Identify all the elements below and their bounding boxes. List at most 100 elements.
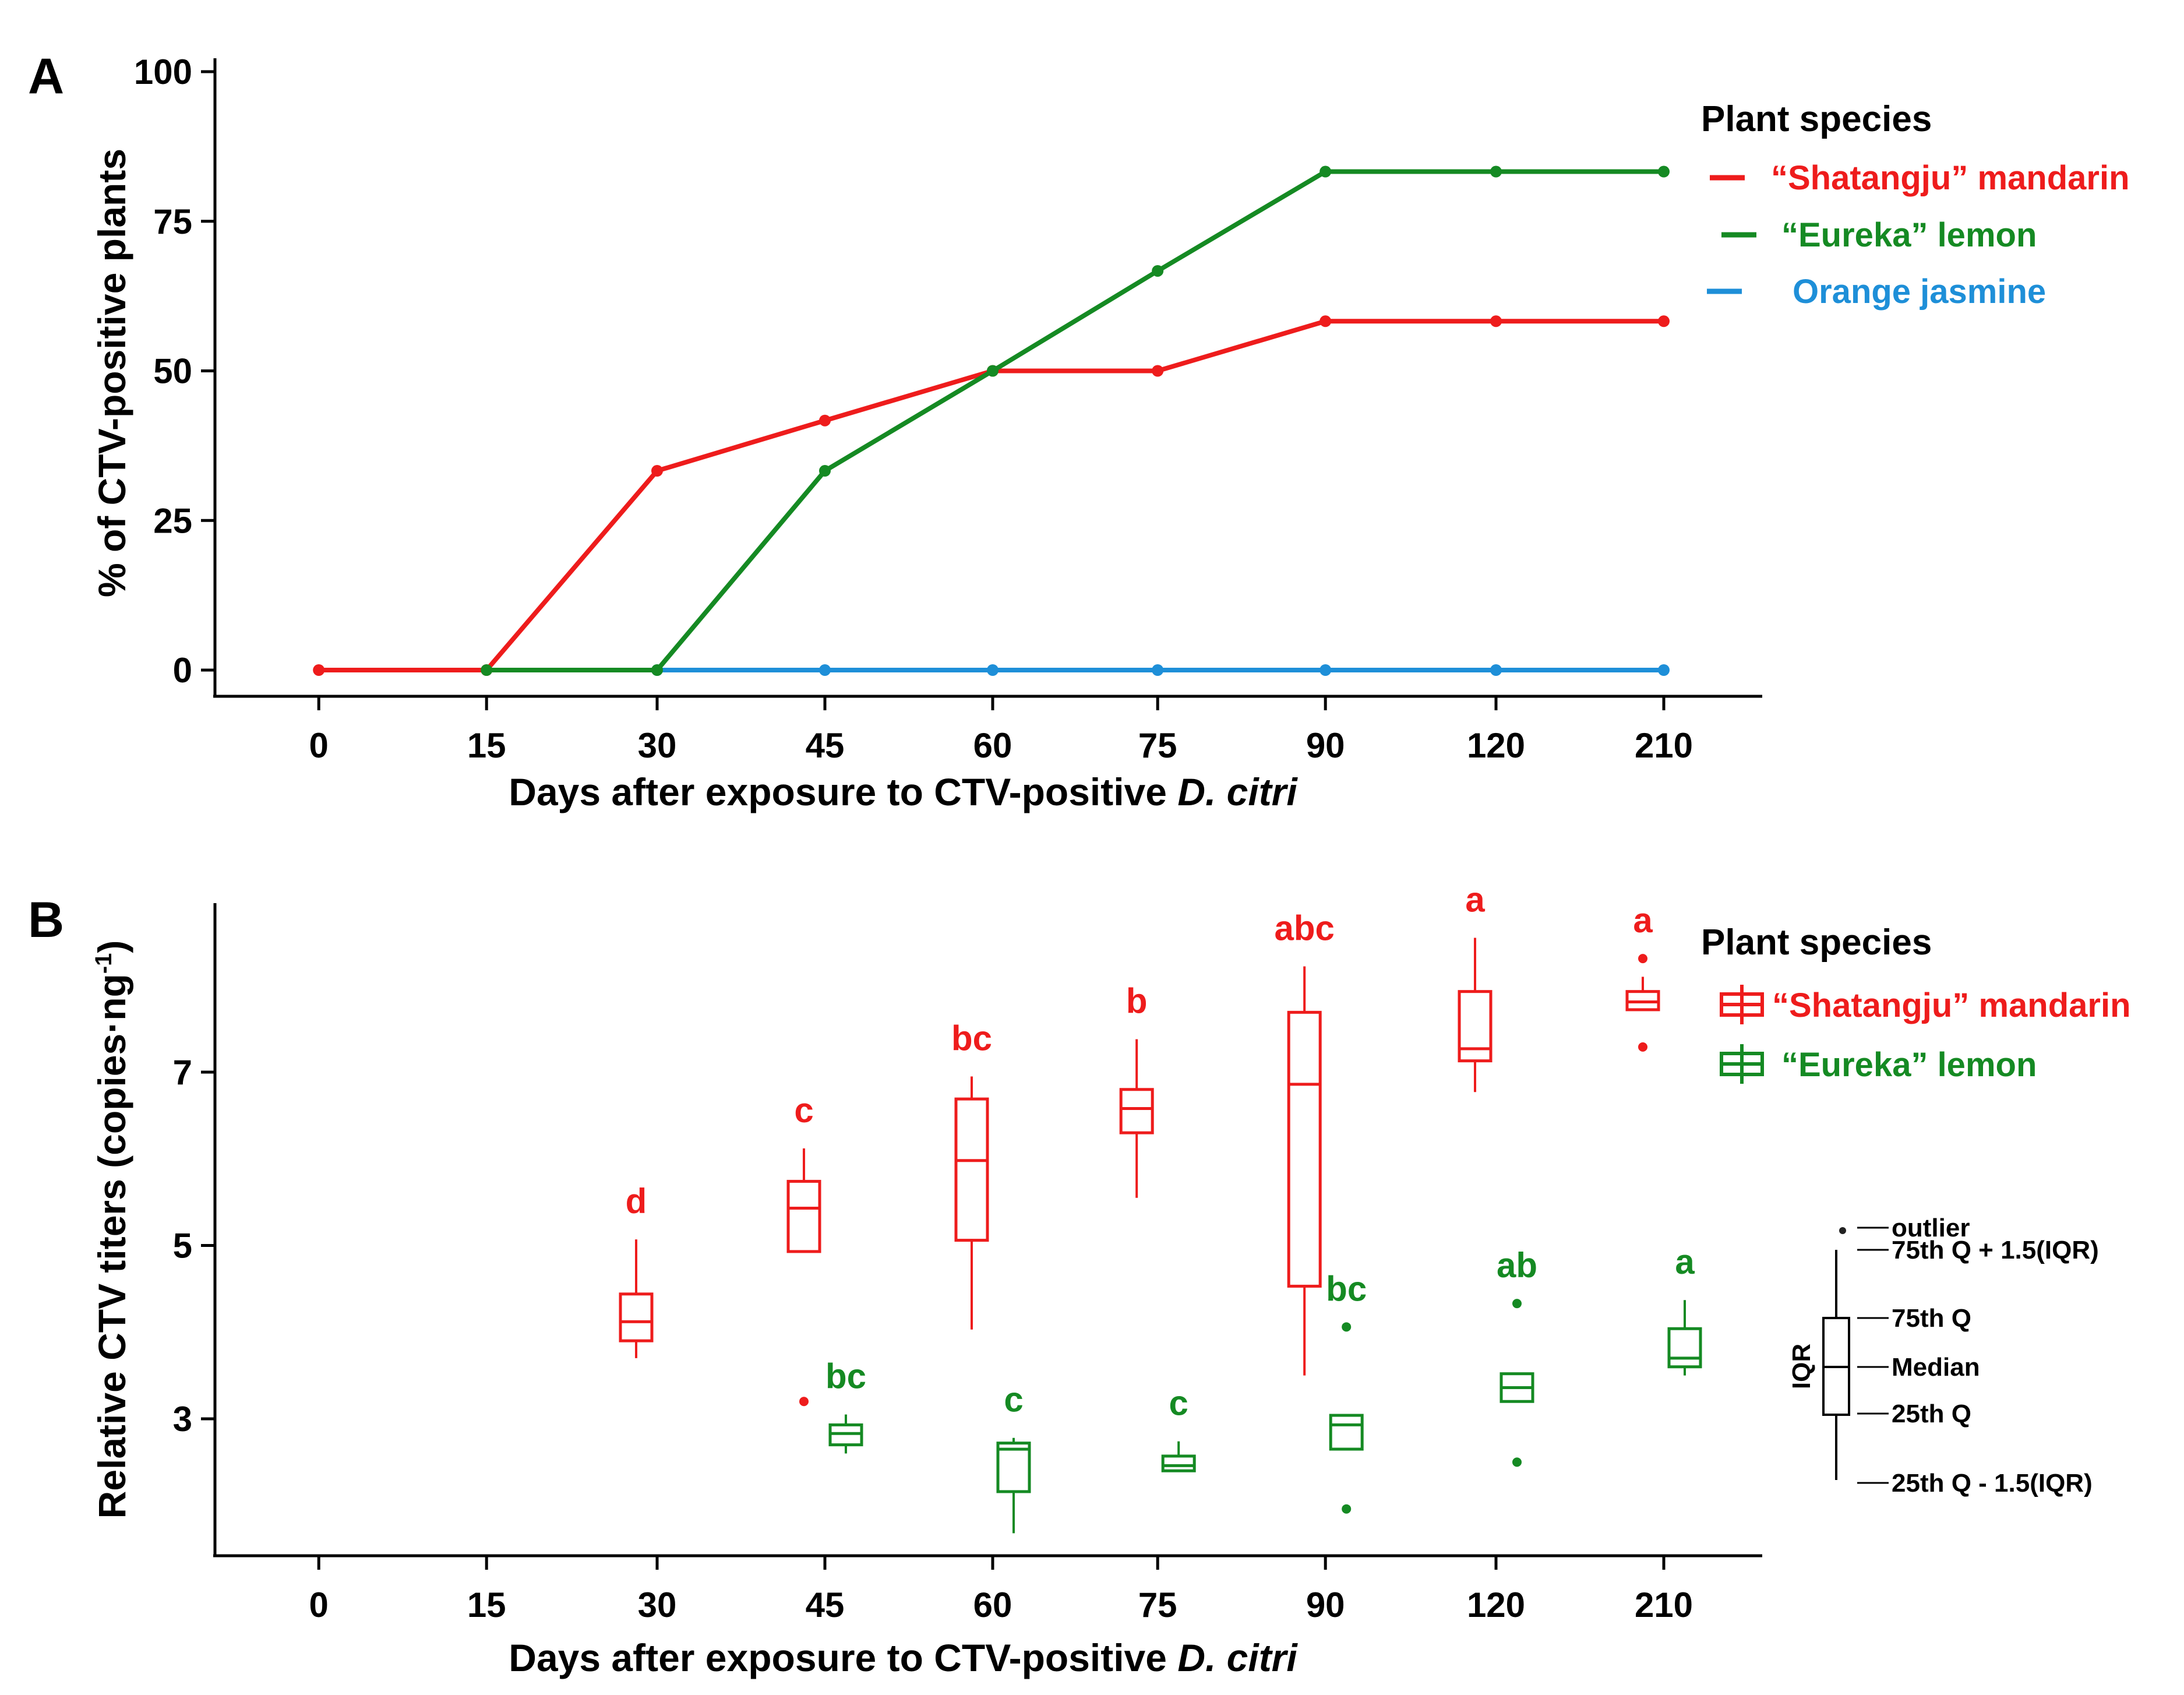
series-point-lemon: [987, 365, 998, 377]
panel-b-x-tick-label: 90: [1306, 1585, 1345, 1624]
panel-b-x-tick-label: 30: [638, 1585, 677, 1624]
series-point-jasmine: [1490, 664, 1502, 676]
panel-b-x-tick-label: 45: [806, 1585, 845, 1624]
lemon-box-significance-letter: ab: [1497, 1246, 1537, 1285]
panel-a-y-ticks: 0 25 50 75 100: [134, 52, 215, 690]
series-point-lemon: [651, 664, 663, 676]
series-point-lemon: [1319, 165, 1332, 178]
mandarin-box-significance-letter: abc: [1275, 909, 1335, 948]
lemon-box-outlier: [1512, 1299, 1522, 1309]
lemon-box-iqr: [1161, 1454, 1196, 1472]
series-point-lemon: [1658, 165, 1670, 178]
panel-a-y-tick-label: 50: [153, 352, 192, 391]
mandarin-box-iqr: [1458, 990, 1493, 1063]
panel-a-y-tick-label: 75: [153, 202, 192, 241]
panel-b-x-axis-title: Days after exposure to CTV-positive D. c…: [509, 1636, 1298, 1679]
lemon-box-significance-letter: a: [1675, 1242, 1695, 1281]
key-label-lower: 25th Q - 1.5(IQR): [1892, 1469, 2093, 1497]
panel-a-x-tick-label: 15: [467, 726, 506, 765]
panel-a-x-tick-label: 60: [973, 726, 1012, 765]
panel-b-x-axis-title-species: D. citri: [1177, 1636, 1298, 1679]
panel-b-y-ticks: 3 5 7: [173, 1053, 215, 1439]
series-point-jasmine: [1319, 664, 1332, 676]
lemon-box-significance-letter: bc: [825, 1357, 866, 1396]
panel-b-y-axis-title-end: ): [90, 940, 133, 953]
key-label-upper: 75th Q + 1.5(IQR): [1892, 1236, 2099, 1264]
panel-b-legend-title: Plant species: [1701, 922, 1932, 963]
mandarin-box-significance-letter: a: [1633, 901, 1653, 940]
lemon-box-significance-letter: c: [1004, 1380, 1023, 1419]
mandarin-box-significance-letter: c: [794, 1091, 813, 1130]
panel-a-x-tick-label: 75: [1138, 726, 1177, 765]
mandarin-box-iqr: [954, 1097, 989, 1242]
series-point-jasmine: [1152, 664, 1164, 676]
lemon-box-iqr: [1667, 1327, 1702, 1369]
lemon-box-outlier: [1342, 1504, 1352, 1514]
panel-a-x-tick-label: 120: [1467, 726, 1525, 765]
legend-b-lemon-label: “Eureka” lemon: [1781, 1046, 2037, 1084]
legend-a-lemon-label: “Eureka” lemon: [1781, 216, 2037, 254]
panel-a-y-axis-title: % of CTV-positive plants: [90, 149, 133, 597]
panel-a-legend-title: Plant species: [1701, 99, 1932, 139]
panel-b-x-tick-label: 75: [1138, 1585, 1177, 1624]
mandarin-box-iqr: [619, 1292, 654, 1342]
panel-a-x-ticks: 0 15 30 45 60 75 90 120 210: [309, 696, 1693, 765]
key-label-outlier: outlier: [1892, 1214, 1970, 1242]
box-plot-key: IQR outlier 75th Q + 1.5(IQR) 75th Q Med…: [1787, 1214, 2099, 1497]
series-point-mandarin: [819, 414, 831, 427]
panel-b-label: B: [28, 892, 64, 948]
legend-a-jasmine-label: Orange jasmine: [1793, 273, 2046, 311]
series-point-mandarin: [1319, 315, 1332, 327]
mandarin-box-outlier: [799, 1397, 809, 1407]
panel-b-x-tick-label: 210: [1635, 1585, 1693, 1624]
mandarin-box-iqr: [1119, 1088, 1154, 1134]
series-point-mandarin: [313, 664, 325, 676]
mandarin-box-iqr: [786, 1179, 821, 1253]
panel-a-y-tick-label: 25: [153, 501, 192, 540]
panel-a-legend: Plant species “Shatangju” mandarin “Eure…: [1701, 99, 2130, 311]
panel-a-y-tick-label: 100: [134, 52, 192, 91]
legend-a-mandarin-label: “Shatangju” mandarin: [1771, 159, 2130, 197]
legend-b-mandarin-label: “Shatangju” mandarin: [1772, 986, 2131, 1024]
legend-b-lemon-swatch: [1720, 1044, 1764, 1084]
panel-b-x-tick-label: 0: [309, 1585, 329, 1624]
panel-b-y-tick-label: 7: [173, 1053, 192, 1092]
panel-b-x-tick-label: 120: [1467, 1585, 1525, 1624]
series-point-mandarin: [1490, 315, 1502, 327]
panel-b-x-axis-title-main: Days after exposure to CTV-positive: [509, 1636, 1177, 1679]
series-point-lemon: [481, 664, 493, 676]
panel-b-y-tick-label: 3: [173, 1400, 192, 1439]
series-point-mandarin: [1658, 315, 1670, 327]
mandarin-box-significance-letter: b: [1126, 981, 1148, 1020]
mandarin-box-significance-letter: bc: [951, 1019, 992, 1058]
panel-b-y-axis-title-sup: -1: [91, 953, 117, 974]
panel-b-x-tick-label: 60: [973, 1585, 1012, 1624]
panel-b-y-axis-title: Relative CTV titers (copies·ng-1): [90, 940, 133, 1519]
panel-a-label: A: [28, 48, 64, 104]
key-iqr-label: IQR: [1787, 1344, 1816, 1389]
panel-a-series: [313, 165, 1670, 676]
panel-a-x-axis-title: Days after exposure to CTV-positive D. c…: [509, 770, 1298, 813]
panel-a-x-tick-label: 90: [1306, 726, 1345, 765]
panel-a-x-tick-label: 210: [1635, 726, 1693, 765]
panel-a-x-tick-label: 30: [638, 726, 677, 765]
key-label-median: Median: [1892, 1353, 1980, 1382]
panel-b-y-axis-title-main: Relative CTV titers (copies·ng: [90, 974, 133, 1518]
panel-b-legend: Plant species “Shatangju” mandarin “Eure…: [1701, 922, 2131, 1084]
mandarin-box-outlier: [1638, 954, 1647, 964]
panel-a-y-tick-label: 0: [173, 651, 192, 690]
mandarin-box-significance-letter: d: [626, 1182, 647, 1221]
panel-a-x-tick-label: 0: [309, 726, 329, 765]
series-point-jasmine: [987, 664, 998, 676]
panel-b-y-tick-label: 5: [173, 1227, 192, 1266]
panel-b-x-ticks: 0 15 30 45 60 75 90 120 210: [309, 1556, 1693, 1624]
mandarin-box-iqr: [1287, 1010, 1322, 1288]
legend-b-mandarin-swatch: [1720, 985, 1764, 1024]
panel-a: A 0 25 50 75 100 0 15 30 45 60 75 90 120 210 % of CT…: [28, 48, 2130, 813]
panel-a-x-axis-title-species: D. citri: [1177, 770, 1298, 813]
lemon-box-outlier: [1512, 1457, 1522, 1467]
series-point-mandarin: [1152, 365, 1164, 377]
